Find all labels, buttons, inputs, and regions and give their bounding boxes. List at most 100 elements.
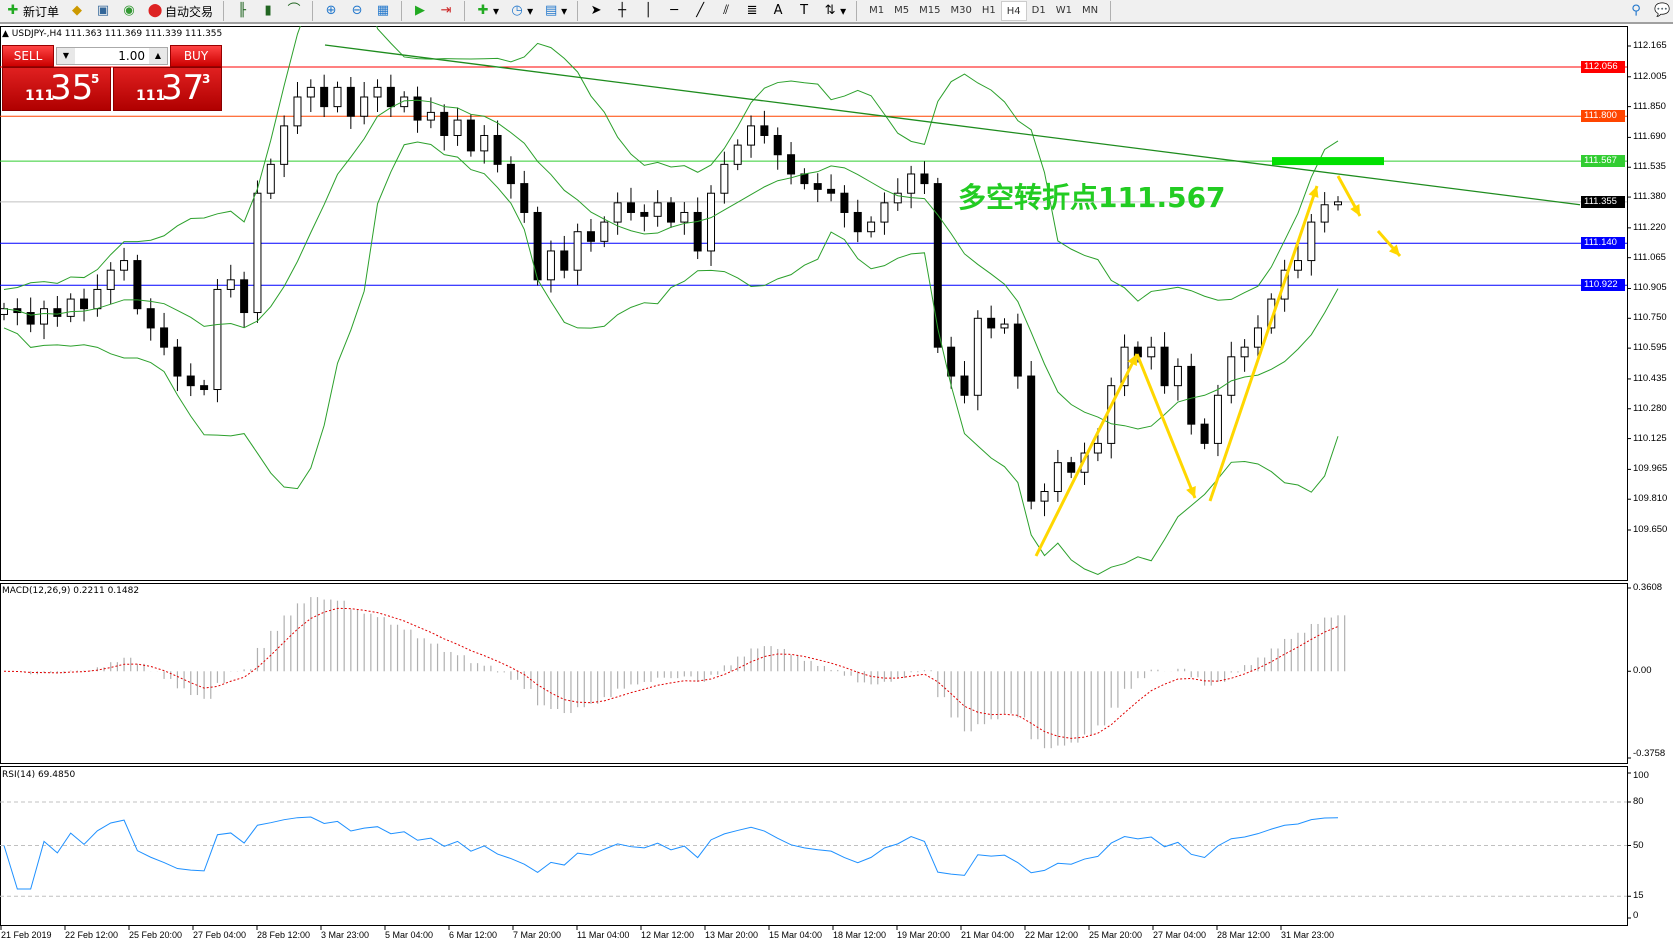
candle bbox=[867, 221, 876, 233]
candle bbox=[213, 288, 222, 391]
timeframe-m30[interactable]: M30 bbox=[950, 5, 972, 16]
lot-size-stepper[interactable]: ▼ 1.00 ▲ bbox=[56, 47, 168, 65]
up-arrow-1-head bbox=[1127, 354, 1137, 366]
timeframe-m5[interactable]: M5 bbox=[894, 5, 910, 16]
price-tick-label: 109.965 bbox=[1633, 463, 1668, 475]
candle bbox=[800, 173, 809, 185]
candle bbox=[680, 211, 689, 223]
time-tick-label: 15 Mar 04:00 bbox=[769, 930, 823, 940]
candle bbox=[1067, 462, 1076, 473]
search-button[interactable]: ⚲ bbox=[1625, 1, 1647, 21]
equidistant-channel-button[interactable]: ⫽ bbox=[715, 1, 737, 21]
timeframe-h1[interactable]: H1 bbox=[981, 5, 996, 16]
auto-trading-button[interactable]: ⬤ 自动交易 bbox=[147, 3, 214, 19]
auto-trading-icon: ⬤ bbox=[147, 3, 163, 18]
lot-size-input[interactable]: 1.00 bbox=[118, 49, 145, 63]
timeframe-d1[interactable]: D1 bbox=[1031, 5, 1046, 16]
timeframe-w1[interactable]: W1 bbox=[1055, 5, 1072, 16]
price-tick-label: 110.595 bbox=[1633, 342, 1667, 354]
candle bbox=[373, 86, 382, 98]
decrease-lot-button[interactable]: ▼ bbox=[57, 48, 75, 64]
candle bbox=[1013, 323, 1022, 377]
cursor-button[interactable]: ➤ bbox=[585, 1, 607, 21]
price-tick-label: 110.125 bbox=[1633, 432, 1667, 444]
candle bbox=[1213, 394, 1222, 444]
trendline-button[interactable]: ╱ bbox=[689, 1, 711, 21]
candle bbox=[626, 202, 635, 213]
timeframe-mn[interactable]: MN bbox=[1081, 5, 1099, 16]
buy-button[interactable]: BUY bbox=[170, 45, 222, 67]
candle bbox=[426, 111, 435, 121]
candle bbox=[40, 308, 49, 325]
increase-lot-button[interactable]: ▲ bbox=[149, 48, 167, 64]
bar-chart-button[interactable]: ╟ bbox=[231, 1, 253, 21]
sell-button[interactable]: SELL bbox=[2, 45, 54, 67]
candle bbox=[880, 202, 889, 223]
history-button[interactable]: ◆ bbox=[66, 1, 88, 21]
candle bbox=[1173, 365, 1182, 387]
chart-area[interactable] bbox=[0, 26, 1673, 947]
trendline-icon: ╱ bbox=[696, 3, 705, 18]
time-tick-label: 6 Mar 12:00 bbox=[449, 930, 498, 940]
cursor-icon: ➤ bbox=[590, 3, 602, 18]
zoom-out-button[interactable]: ⊖ bbox=[346, 1, 368, 21]
price-tick-label: 112.005 bbox=[1633, 70, 1667, 82]
text-button[interactable]: A bbox=[767, 1, 789, 21]
fibonacci-button[interactable]: ≣ bbox=[741, 1, 763, 21]
rsi-tick-label: 80 bbox=[1633, 796, 1644, 807]
price-tick-label: 111.220 bbox=[1633, 221, 1666, 233]
time-tick-label: 12 Mar 12:00 bbox=[641, 930, 695, 940]
price-level-tag: 111.355 bbox=[1581, 195, 1625, 208]
chart-shift-button[interactable]: ⇥ bbox=[435, 1, 457, 21]
candle bbox=[987, 317, 996, 329]
candle bbox=[707, 192, 716, 252]
candle bbox=[893, 192, 902, 204]
sell-price[interactable]: 111 35 5 bbox=[2, 67, 111, 111]
macd-tick-label: 0.00 bbox=[1633, 665, 1652, 677]
candle bbox=[760, 125, 769, 136]
candle bbox=[133, 260, 142, 310]
time-tick-label: 28 Mar 12:00 bbox=[1217, 930, 1271, 940]
candle bbox=[280, 125, 289, 165]
terminal-button[interactable]: ▣ bbox=[92, 1, 114, 21]
timeframe-m1[interactable]: M1 bbox=[869, 5, 885, 16]
candle-chart-button[interactable]: ▮ bbox=[257, 1, 279, 21]
bollinger-lower-band bbox=[3, 141, 1339, 576]
candle bbox=[240, 279, 249, 314]
macd-tick-label: 0.3608 bbox=[1633, 582, 1663, 593]
periods-button[interactable]: ◷ ▾ bbox=[506, 1, 536, 21]
candle bbox=[106, 269, 115, 290]
timeframe-h4[interactable]: H4 bbox=[1000, 1, 1027, 21]
arrows-button[interactable]: ⇅ ▾ bbox=[819, 1, 849, 21]
text-label-button[interactable]: T bbox=[793, 1, 815, 21]
bollinger-middle-band bbox=[3, 99, 1339, 430]
crosshair-button[interactable]: ┼ bbox=[611, 1, 633, 21]
timeframe-m15[interactable]: M15 bbox=[919, 5, 941, 16]
new-order-button[interactable]: ✚ 新订单 bbox=[2, 1, 62, 21]
chat-button[interactable]: 💬 bbox=[1651, 1, 1673, 21]
zoom-in-button[interactable]: ⊕ bbox=[320, 1, 342, 21]
candle bbox=[813, 183, 822, 190]
time-tick-label: 28 Feb 12:00 bbox=[257, 930, 311, 940]
templates-button[interactable]: ▤ ▾ bbox=[544, 3, 568, 18]
candle bbox=[1253, 327, 1262, 348]
candle bbox=[93, 288, 102, 310]
signals-button[interactable]: ◉ bbox=[118, 1, 140, 21]
candle bbox=[453, 119, 462, 136]
price-tick-label: 111.535 bbox=[1633, 161, 1666, 173]
price-tick-label: 109.650 bbox=[1633, 524, 1668, 535]
separator bbox=[312, 1, 314, 21]
buy-price[interactable]: 111 37 3 bbox=[113, 67, 222, 111]
candle bbox=[400, 96, 409, 108]
horizontal-line-button[interactable]: ─ bbox=[663, 1, 685, 21]
vertical-line-button[interactable]: │ bbox=[637, 1, 659, 21]
candle bbox=[1027, 375, 1036, 502]
line-chart-button[interactable]: ⌒ bbox=[283, 1, 305, 21]
candle bbox=[26, 312, 35, 325]
candle bbox=[933, 183, 942, 348]
pivot-zone-marker bbox=[1272, 157, 1384, 166]
auto-scroll-button[interactable]: ▶ bbox=[409, 1, 431, 21]
indicators-button[interactable]: ✚ ▾ bbox=[472, 1, 502, 21]
tile-windows-button[interactable]: ▦ bbox=[372, 1, 394, 21]
rsi-line bbox=[3, 816, 1339, 890]
